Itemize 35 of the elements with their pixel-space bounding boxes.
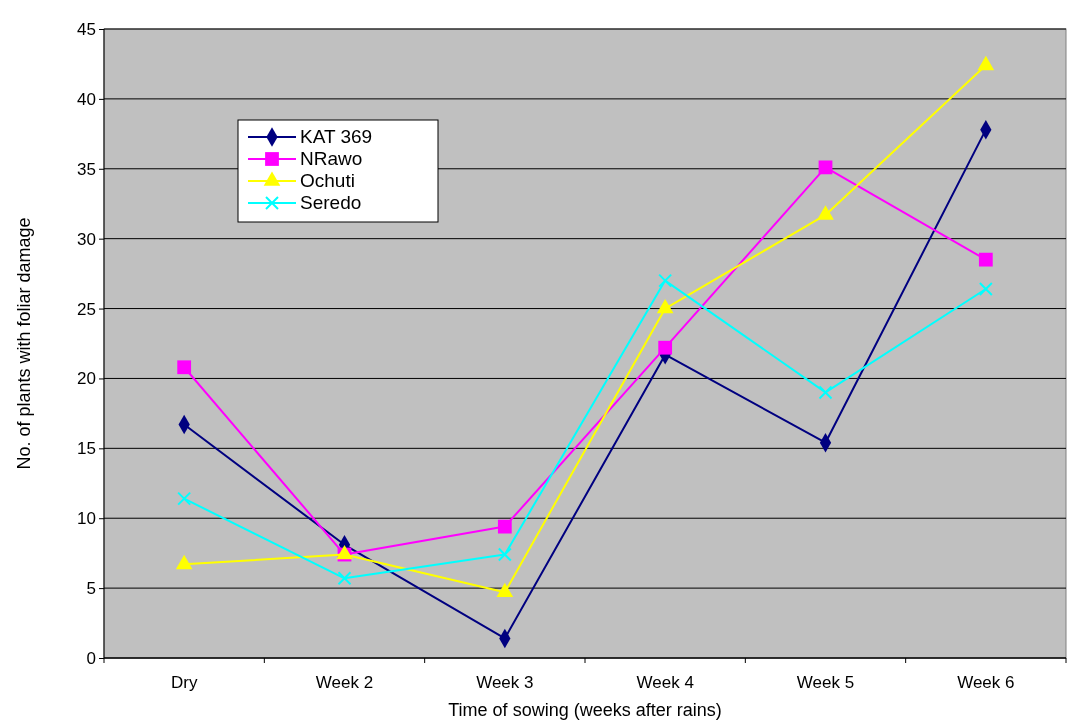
y-tick-label: 15 — [77, 439, 96, 459]
x-tick-label: Week 4 — [636, 673, 694, 693]
y-tick-label: 20 — [77, 369, 96, 389]
y-tick-label: 5 — [86, 579, 96, 599]
x-tick-label: Week 3 — [476, 673, 534, 693]
point — [497, 547, 512, 562]
x-tick-label: Week 2 — [315, 673, 374, 693]
y-tick-label: 35 — [77, 159, 96, 179]
point — [658, 273, 673, 288]
legend-label: NRawo — [300, 148, 363, 169]
point — [817, 205, 834, 220]
point — [818, 385, 833, 400]
point — [818, 160, 833, 175]
y-tick-label: 0 — [86, 648, 96, 668]
point — [978, 281, 993, 296]
point — [337, 571, 352, 586]
legend-label: KAT 369 — [300, 126, 373, 147]
y-tick-label: 30 — [77, 229, 96, 249]
legend-label: Seredo — [300, 192, 362, 213]
point — [177, 360, 192, 375]
point — [177, 491, 192, 506]
point — [977, 55, 995, 71]
y-tick-label: 10 — [77, 509, 96, 529]
point — [658, 340, 673, 355]
y-tick-label: 45 — [77, 19, 96, 39]
x-tick-label: Week 5 — [796, 673, 855, 693]
x-tick-label: Dry — [170, 673, 198, 693]
y-tick-label: 25 — [77, 299, 96, 319]
y-tick-label: 40 — [77, 89, 96, 109]
y-axis-title: No. of plants with foliar damage — [14, 217, 34, 470]
point — [497, 519, 512, 534]
point — [978, 252, 993, 267]
x-axis-title: Time of sowing (weeks after rains) — [448, 700, 722, 720]
legend-label: Ochuti — [300, 170, 355, 191]
x-tick-label: Week 6 — [957, 673, 1015, 693]
